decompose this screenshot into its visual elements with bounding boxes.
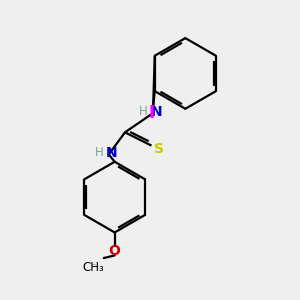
Text: H: H [95,146,104,159]
Text: N: N [151,105,162,119]
Text: methyl: methyl [92,264,97,266]
Text: O: O [109,244,121,258]
Text: CH₃: CH₃ [82,261,104,274]
Text: S: S [154,142,164,155]
Text: N: N [106,146,118,160]
Text: I: I [149,104,155,122]
Text: H: H [139,105,148,118]
